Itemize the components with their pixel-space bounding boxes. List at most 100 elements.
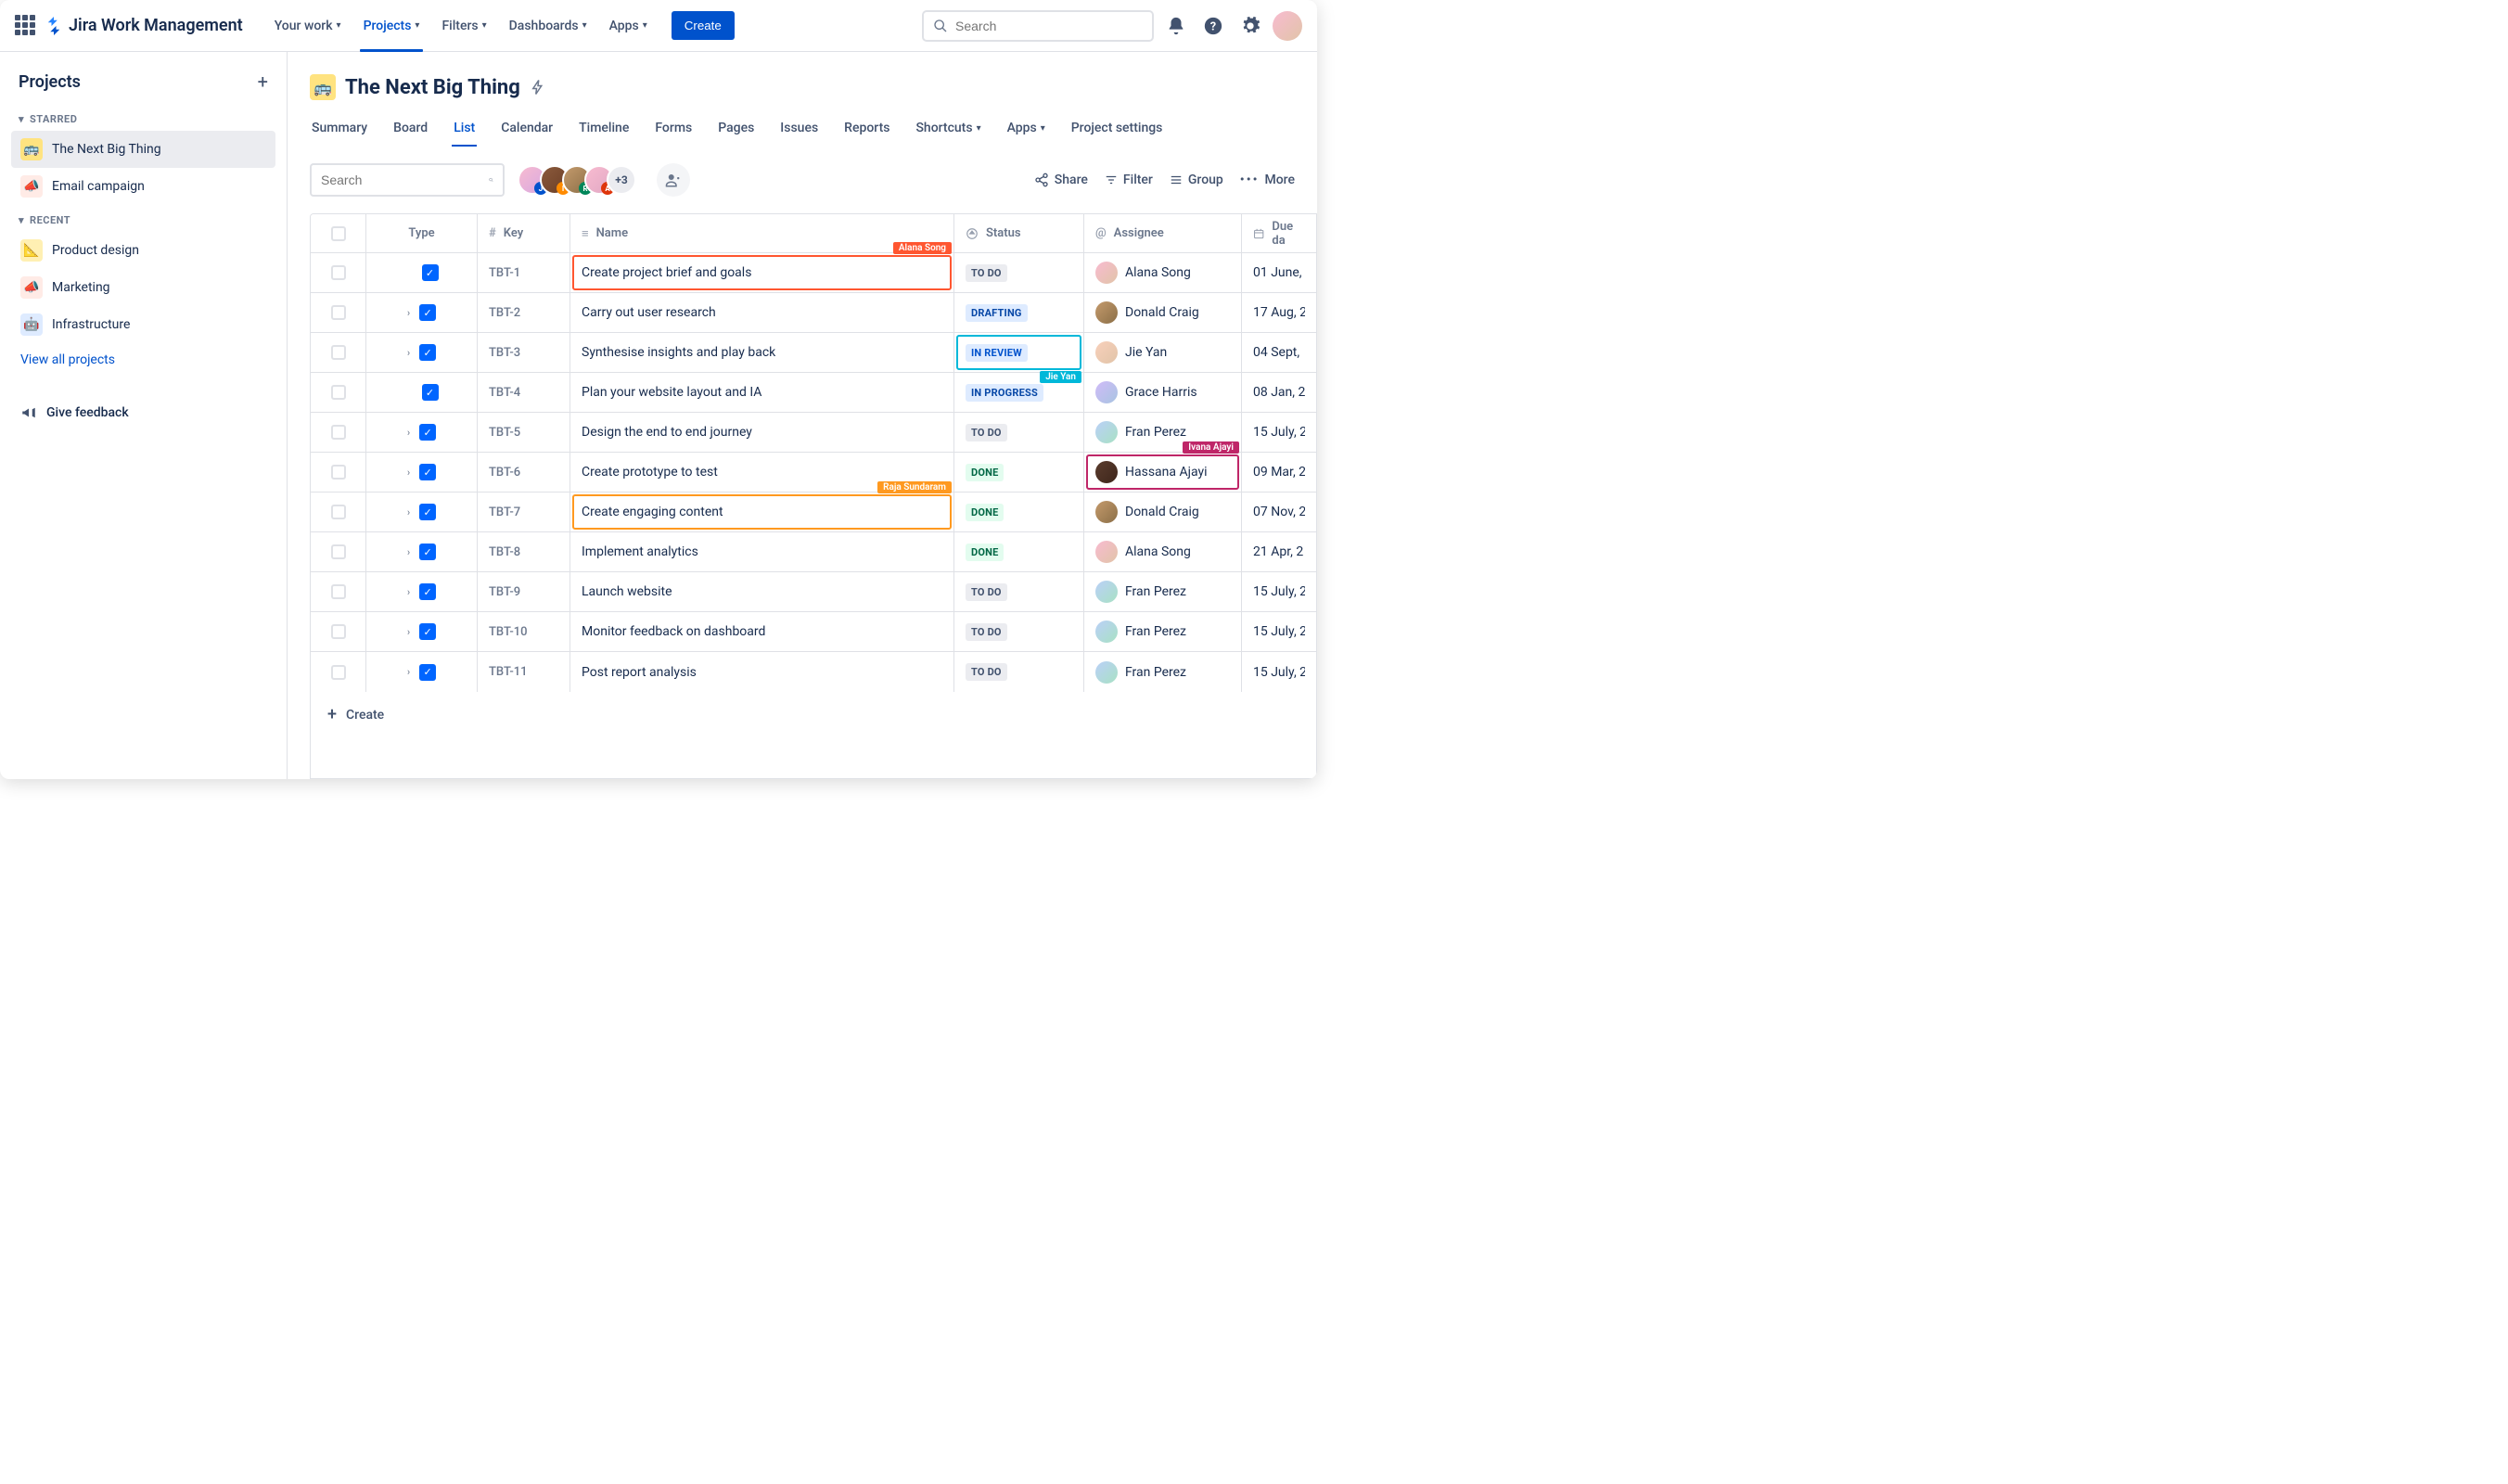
- column-header-assignee[interactable]: @Assignee: [1084, 214, 1242, 252]
- share-button[interactable]: Share: [1034, 173, 1088, 187]
- issue-key[interactable]: TBT-7: [489, 505, 520, 519]
- column-header-key[interactable]: #Key: [478, 214, 570, 252]
- profile-avatar[interactable]: [1273, 11, 1302, 41]
- issue-key[interactable]: TBT-1: [489, 266, 520, 280]
- tab-apps[interactable]: Apps ▾: [1005, 111, 1047, 145]
- create-issue-row[interactable]: + Create: [311, 692, 1316, 737]
- issue-name[interactable]: Design the end to end journey: [582, 425, 752, 440]
- expand-icon[interactable]: ›: [407, 467, 410, 479]
- expand-icon[interactable]: ›: [407, 546, 410, 558]
- assignee-name[interactable]: Alana Song: [1125, 544, 1191, 559]
- status-badge[interactable]: DONE: [966, 464, 1004, 481]
- sidebar-item-email-campaign[interactable]: 📣Email campaign: [11, 168, 275, 205]
- avatar-overflow[interactable]: +3: [607, 165, 636, 195]
- issue-key[interactable]: TBT-5: [489, 426, 520, 440]
- issue-key[interactable]: TBT-4: [489, 386, 520, 400]
- select-all-checkbox[interactable]: [331, 226, 346, 241]
- expand-icon[interactable]: ›: [407, 506, 410, 518]
- row-checkbox[interactable]: [331, 624, 346, 639]
- row-checkbox[interactable]: [331, 305, 346, 320]
- nav-item-dashboards[interactable]: Dashboards▾: [500, 11, 596, 41]
- tab-summary[interactable]: Summary: [310, 111, 369, 145]
- tab-timeline[interactable]: Timeline: [577, 111, 631, 145]
- add-people-button[interactable]: [657, 163, 690, 197]
- sidebar-item-marketing[interactable]: 📣Marketing: [11, 269, 275, 306]
- column-header-name[interactable]: ≡Name: [570, 214, 954, 252]
- expand-icon[interactable]: ›: [407, 586, 410, 598]
- tab-board[interactable]: Board: [391, 111, 429, 145]
- issue-name[interactable]: Plan your website layout and IA: [582, 385, 761, 400]
- settings-icon[interactable]: [1235, 11, 1265, 41]
- due-date[interactable]: 08 Jan, 2: [1253, 385, 1305, 400]
- issue-key[interactable]: TBT-10: [489, 625, 528, 639]
- assignee-name[interactable]: Fran Perez: [1125, 584, 1186, 599]
- global-search[interactable]: [922, 10, 1154, 42]
- status-badge[interactable]: DRAFTING: [966, 304, 1028, 322]
- column-header-status[interactable]: Status: [954, 214, 1084, 252]
- sidebar-item-product-design[interactable]: 📐Product design: [11, 232, 275, 269]
- issue-name[interactable]: Launch website: [582, 584, 672, 599]
- status-badge[interactable]: TO DO: [966, 424, 1007, 441]
- nav-item-projects[interactable]: Projects▾: [354, 11, 429, 41]
- due-date[interactable]: 01 June,: [1253, 265, 1302, 280]
- view-all-projects-link[interactable]: View all projects: [11, 343, 275, 377]
- status-badge[interactable]: DONE: [966, 504, 1004, 521]
- assignee-name[interactable]: Fran Perez: [1125, 624, 1186, 639]
- assignee-name[interactable]: Donald Craig: [1125, 505, 1199, 519]
- issue-key[interactable]: TBT-8: [489, 545, 520, 559]
- global-search-input[interactable]: [955, 19, 1143, 33]
- product-logo[interactable]: Jira Work Management: [45, 16, 243, 35]
- issue-key[interactable]: TBT-11: [489, 665, 528, 679]
- app-switcher-icon[interactable]: [15, 15, 37, 37]
- row-checkbox[interactable]: [331, 425, 346, 440]
- issue-key[interactable]: TBT-9: [489, 585, 520, 599]
- expand-icon[interactable]: ›: [407, 347, 410, 359]
- give-feedback-link[interactable]: Give feedback: [11, 395, 275, 430]
- expand-icon[interactable]: ›: [407, 307, 410, 319]
- tab-pages[interactable]: Pages: [716, 111, 756, 145]
- assignee-name[interactable]: Fran Perez: [1125, 425, 1186, 440]
- filter-button[interactable]: Filter: [1105, 173, 1153, 187]
- notifications-icon[interactable]: [1161, 11, 1191, 41]
- nav-item-filters[interactable]: Filters▾: [432, 11, 495, 41]
- assignee-name[interactable]: Hassana Ajayi: [1125, 465, 1208, 480]
- column-header-due[interactable]: Due da: [1242, 214, 1316, 252]
- issue-name[interactable]: Create prototype to test: [582, 465, 718, 480]
- column-header-type[interactable]: Type: [366, 214, 478, 252]
- sidebar-item-the-next-big-thing[interactable]: 🚌The Next Big Thing: [11, 131, 275, 168]
- status-badge[interactable]: TO DO: [966, 264, 1007, 282]
- row-checkbox[interactable]: [331, 505, 346, 519]
- issue-name[interactable]: Create project brief and goals: [582, 265, 751, 280]
- status-badge[interactable]: IN PROGRESS: [966, 384, 1043, 402]
- add-project-icon[interactable]: +: [258, 70, 268, 93]
- list-search-input[interactable]: [321, 173, 489, 187]
- sidebar-section-starred[interactable]: ▾ STARRED: [11, 104, 275, 131]
- issue-key[interactable]: TBT-6: [489, 466, 520, 480]
- row-checkbox[interactable]: [331, 544, 346, 559]
- due-date[interactable]: 04 Sept,: [1253, 345, 1299, 360]
- group-button[interactable]: Group: [1170, 173, 1223, 187]
- assignee-name[interactable]: Jie Yan: [1125, 345, 1167, 360]
- issue-name[interactable]: Implement analytics: [582, 544, 698, 559]
- due-date[interactable]: 21 Apr, 2: [1253, 544, 1303, 559]
- tab-list[interactable]: List: [452, 111, 477, 145]
- issue-name[interactable]: Synthesise insights and play back: [582, 345, 775, 360]
- sidebar-item-infrastructure[interactable]: 🤖Infrastructure: [11, 306, 275, 343]
- status-badge[interactable]: IN REVIEW: [966, 344, 1028, 362]
- row-checkbox[interactable]: [331, 345, 346, 360]
- due-date[interactable]: 17 Aug, 2: [1253, 305, 1305, 320]
- due-date[interactable]: 15 July, 2: [1253, 425, 1305, 440]
- expand-icon[interactable]: ›: [407, 666, 410, 678]
- nav-item-apps[interactable]: Apps▾: [600, 11, 657, 41]
- tab-project-settings[interactable]: Project settings: [1069, 111, 1165, 145]
- create-button[interactable]: Create: [672, 11, 735, 40]
- status-badge[interactable]: TO DO: [966, 583, 1007, 601]
- row-checkbox[interactable]: [331, 385, 346, 400]
- status-badge[interactable]: TO DO: [966, 623, 1007, 641]
- expand-icon[interactable]: ›: [407, 626, 410, 638]
- assignee-name[interactable]: Fran Perez: [1125, 665, 1186, 680]
- tab-shortcuts[interactable]: Shortcuts ▾: [914, 111, 982, 145]
- assignee-name[interactable]: Alana Song: [1125, 265, 1191, 280]
- issue-key[interactable]: TBT-2: [489, 306, 520, 320]
- due-date[interactable]: 07 Nov, 2: [1253, 505, 1305, 519]
